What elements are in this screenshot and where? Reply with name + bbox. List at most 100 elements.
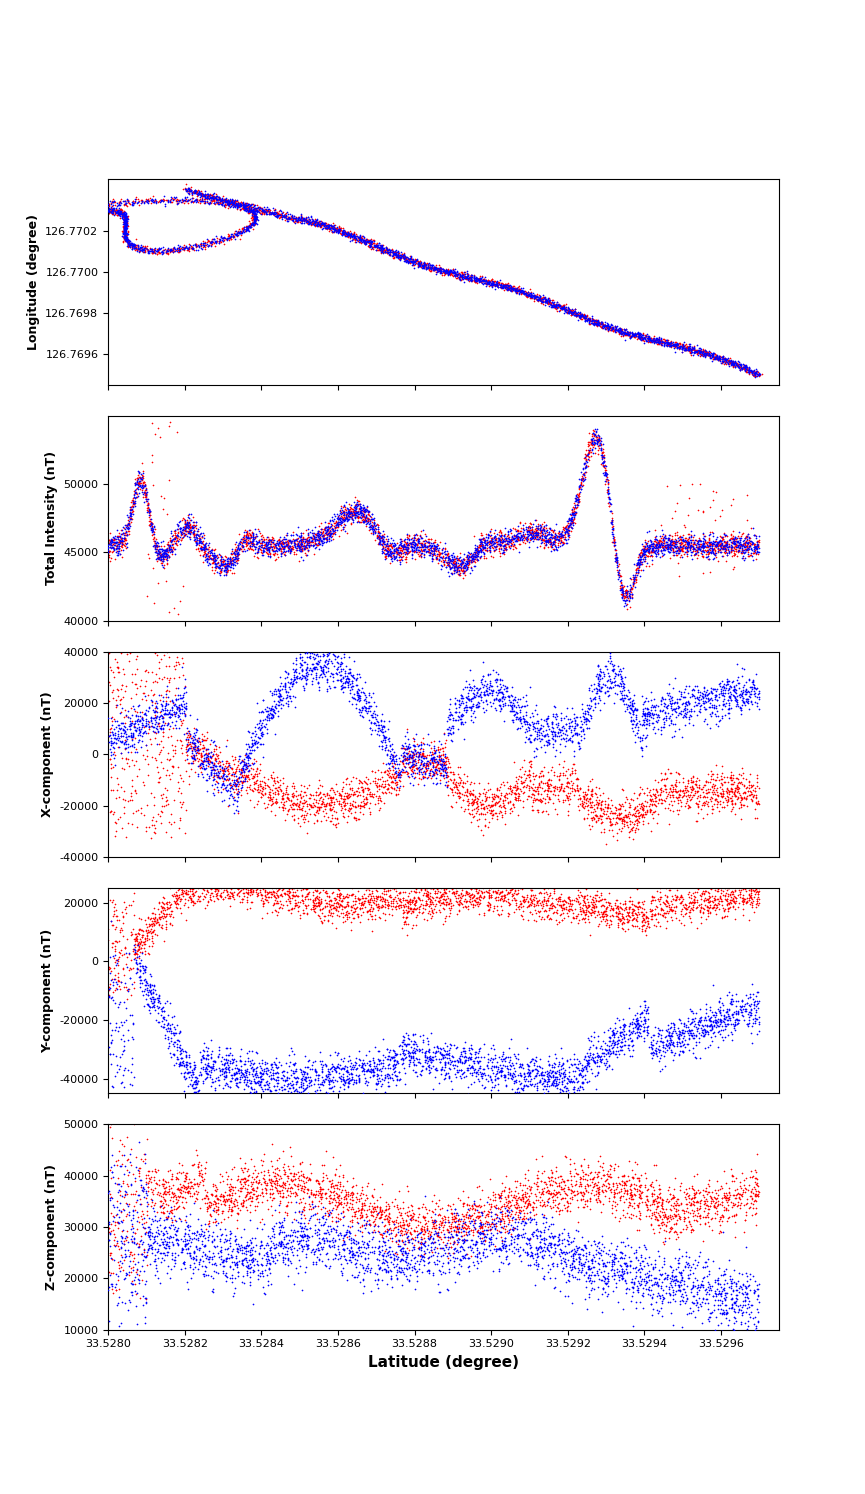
Point: [470, 693, 484, 717]
Point: [529, 523, 542, 547]
Point: [719, 353, 733, 376]
Point: [197, 1167, 211, 1191]
Point: [206, 1192, 220, 1216]
Point: [550, 524, 564, 548]
Point: [670, 1268, 683, 1292]
Point: [640, 908, 654, 932]
Point: [356, 503, 370, 527]
Point: [616, 1265, 630, 1289]
Point: [325, 524, 339, 548]
Point: [657, 1035, 670, 1059]
Point: [272, 530, 285, 554]
Point: [236, 771, 250, 795]
Point: [225, 223, 239, 247]
Point: [94, 194, 108, 218]
Point: [653, 886, 667, 910]
Point: [618, 593, 631, 617]
Point: [549, 538, 563, 562]
Point: [299, 783, 313, 807]
Point: [618, 320, 631, 344]
Point: [613, 807, 627, 831]
Point: [121, 699, 135, 723]
Point: [460, 264, 474, 288]
Point: [681, 1192, 695, 1216]
Point: [317, 530, 330, 554]
Point: [498, 686, 512, 710]
Point: [290, 1174, 304, 1198]
Point: [625, 1236, 638, 1259]
Point: [582, 430, 596, 454]
Point: [749, 536, 763, 560]
Point: [529, 1056, 543, 1080]
Point: [118, 212, 131, 236]
Point: [230, 551, 244, 575]
Point: [136, 955, 150, 979]
Point: [383, 242, 397, 266]
Point: [352, 1070, 366, 1094]
Point: [712, 530, 726, 554]
Point: [541, 290, 554, 314]
Point: [628, 819, 642, 843]
Point: [551, 1180, 565, 1204]
Point: [119, 227, 133, 251]
Point: [111, 1180, 125, 1204]
Point: [364, 1200, 378, 1224]
Point: [344, 511, 358, 535]
Point: [692, 529, 706, 553]
Point: [383, 238, 397, 261]
Point: [195, 1056, 208, 1080]
Point: [528, 717, 541, 741]
Point: [604, 1032, 618, 1056]
Point: [172, 1177, 186, 1201]
Point: [277, 781, 291, 805]
Point: [550, 1182, 564, 1206]
Point: [448, 692, 462, 716]
Point: [210, 190, 224, 214]
Point: [623, 793, 637, 817]
Point: [489, 1227, 503, 1250]
Point: [215, 553, 228, 577]
Point: [300, 1227, 314, 1250]
Point: [400, 533, 414, 557]
Point: [128, 662, 142, 686]
Point: [362, 1212, 376, 1236]
Point: [102, 200, 116, 224]
Point: [144, 512, 157, 536]
Point: [221, 226, 234, 249]
Point: [317, 1201, 331, 1225]
Point: [324, 1068, 338, 1092]
Point: [352, 492, 366, 515]
Point: [557, 293, 571, 317]
Point: [719, 1280, 733, 1304]
Point: [558, 520, 572, 544]
Point: [722, 890, 736, 914]
Point: [713, 1271, 727, 1295]
Point: [400, 541, 413, 565]
Point: [362, 1252, 375, 1276]
Point: [601, 684, 615, 708]
Point: [231, 542, 245, 566]
Point: [376, 781, 390, 805]
Point: [428, 1240, 442, 1264]
Point: [233, 1061, 247, 1085]
Point: [664, 527, 678, 551]
Point: [250, 1164, 264, 1188]
Point: [688, 542, 702, 566]
Point: [111, 530, 125, 554]
Point: [679, 1188, 693, 1212]
Point: [170, 1231, 184, 1255]
Point: [174, 1256, 188, 1280]
Point: [233, 529, 247, 553]
Point: [417, 1222, 431, 1246]
Point: [282, 527, 296, 551]
Point: [116, 719, 130, 743]
Point: [219, 554, 233, 578]
Point: [394, 1213, 408, 1237]
Point: [450, 556, 464, 580]
Point: [485, 1207, 499, 1231]
Point: [317, 793, 330, 817]
Point: [149, 695, 163, 719]
Point: [156, 895, 170, 919]
Point: [523, 775, 537, 799]
Point: [457, 556, 471, 580]
